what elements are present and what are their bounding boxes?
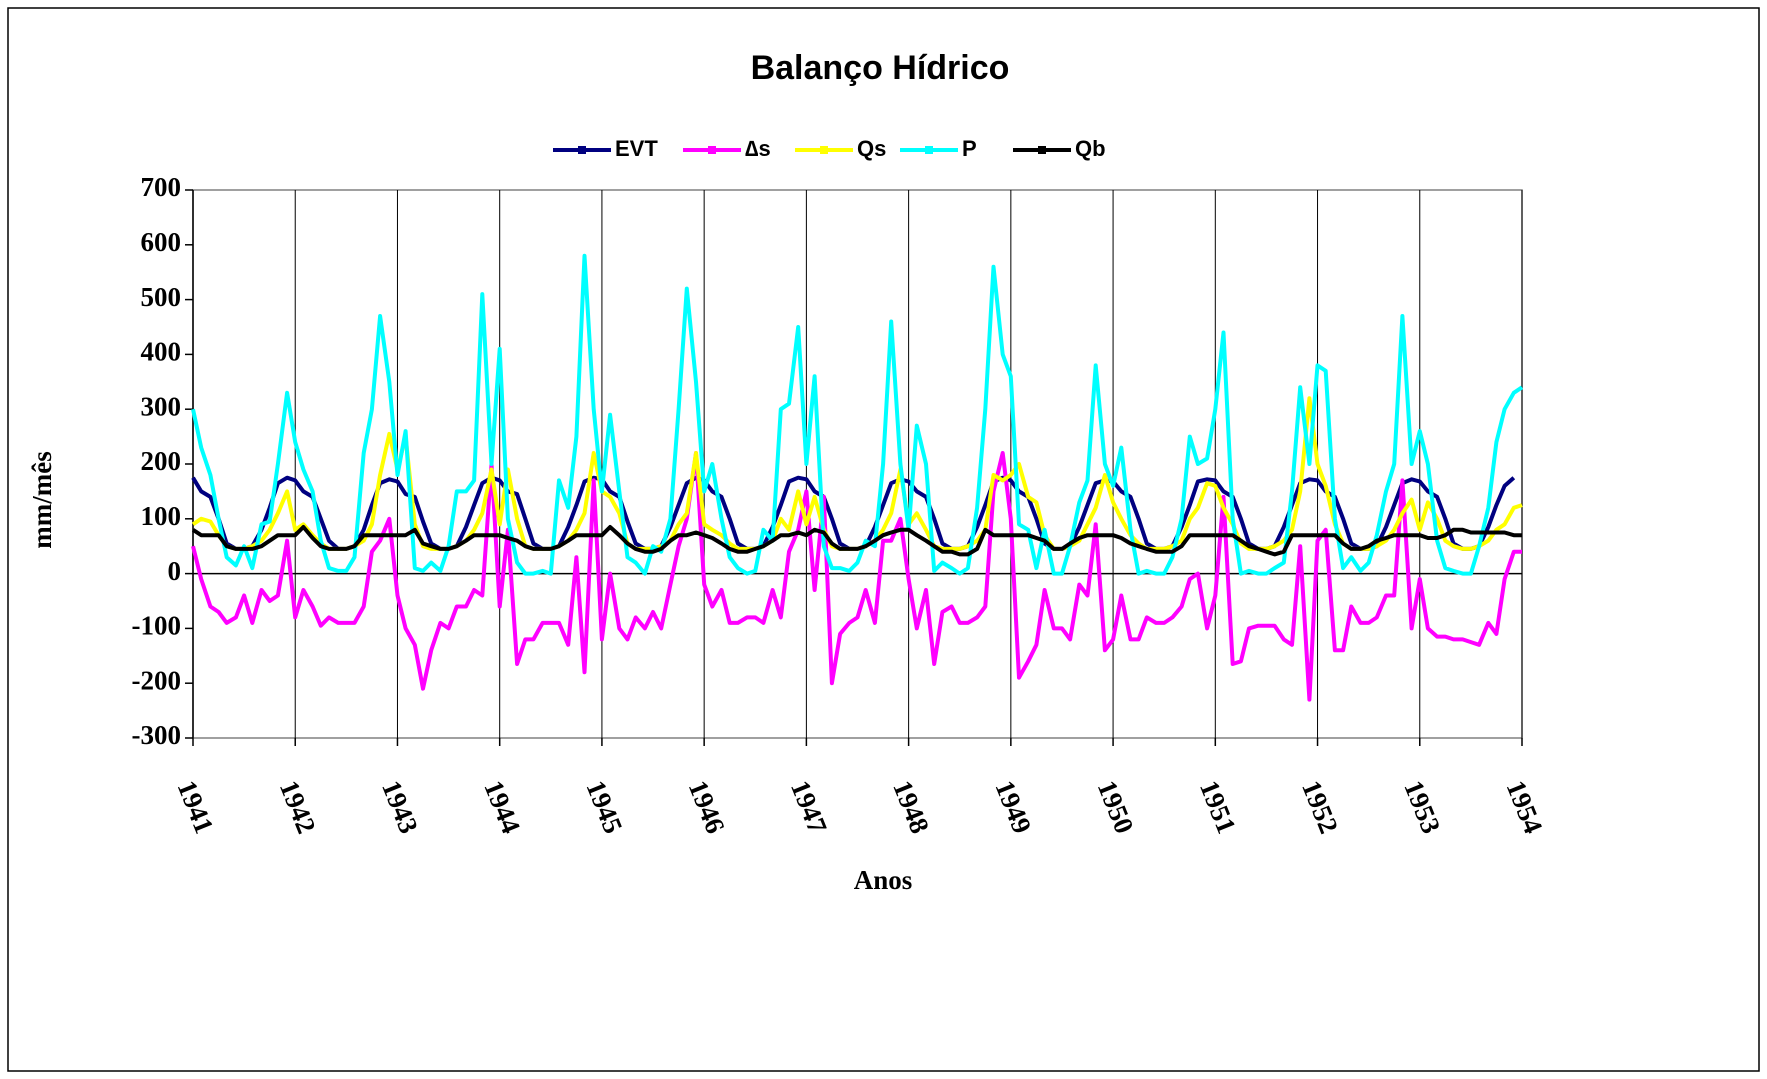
legend-marker	[578, 146, 586, 154]
y-tick-label: -100	[132, 611, 182, 641]
y-tick-label: -300	[132, 720, 182, 750]
legend-label: P	[962, 136, 977, 161]
y-tick-label: 0	[168, 556, 182, 586]
series-line	[191, 525, 1522, 557]
y-tick-label: 500	[141, 282, 182, 312]
y-tick-label: 100	[141, 501, 182, 531]
y-tick-label: 300	[141, 391, 182, 421]
legend-marker	[1038, 146, 1046, 154]
plot-area	[192, 189, 1523, 739]
y-tick-label: 700	[141, 172, 182, 202]
series-line	[191, 451, 1522, 702]
y-axis-label: mm/mês	[27, 451, 57, 548]
legend-label: ∆s	[745, 136, 771, 161]
y-tick-label: 600	[141, 227, 182, 257]
y-tick-label: 400	[141, 337, 182, 367]
series-line	[191, 253, 1524, 576]
legend-label: Qs	[857, 136, 886, 161]
y-tick-label: -200	[132, 665, 182, 695]
y-tick-label: 200	[141, 446, 182, 476]
legend-marker	[708, 146, 716, 154]
chart-title: Balanço Hídrico	[751, 49, 1010, 87]
legend-label: Qb	[1075, 136, 1106, 161]
legend-label: EVT	[615, 136, 658, 161]
legend-marker	[820, 146, 828, 154]
x-axis-label: Anos	[854, 865, 913, 895]
legend-marker	[925, 146, 933, 154]
